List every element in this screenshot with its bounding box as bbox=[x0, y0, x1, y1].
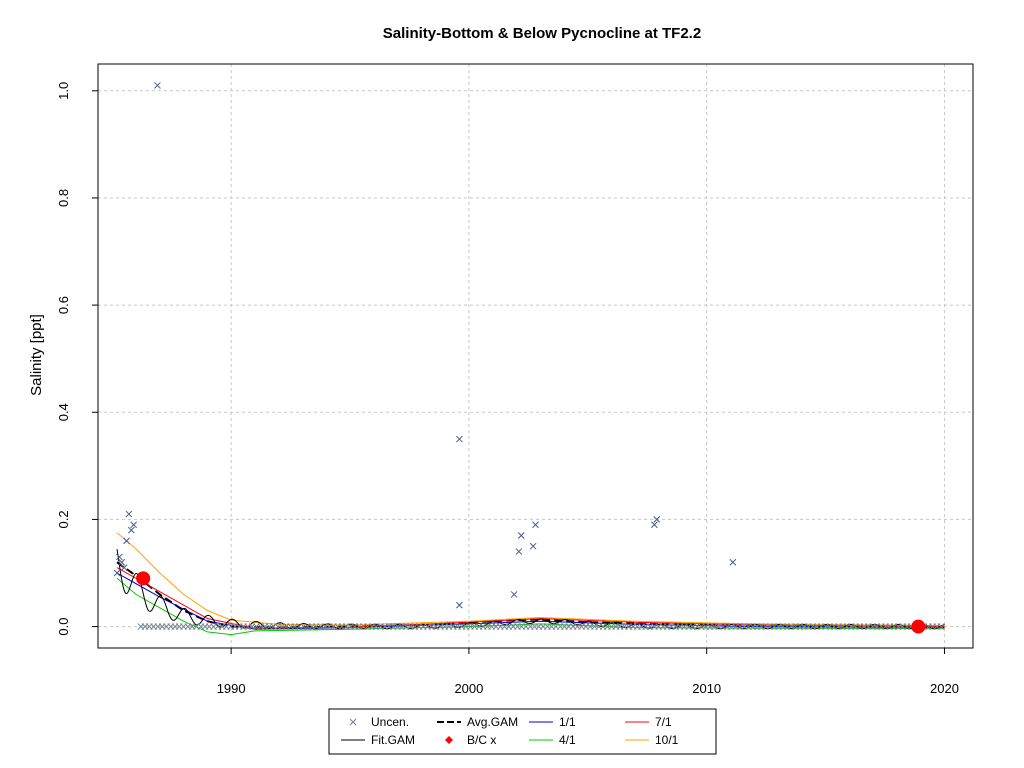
plot-frame bbox=[97, 63, 974, 649]
y-tick-label: 0.8 bbox=[56, 189, 71, 207]
x-mark-stroke bbox=[116, 553, 123, 561]
legend-entry-fit-gam: Fit.GAM bbox=[341, 733, 415, 747]
x-mark-stroke bbox=[937, 623, 945, 630]
x-mark-stroke bbox=[125, 510, 133, 518]
chart-title: Salinity-Bottom & Below Pycnocline at TF… bbox=[383, 25, 701, 42]
y-tick-label: 1.0 bbox=[56, 82, 71, 100]
series-line-4-1 bbox=[116, 577, 945, 636]
x-mark-stroke bbox=[120, 564, 128, 571]
legend-box bbox=[328, 708, 717, 755]
series-line-avg-gam bbox=[116, 561, 945, 629]
uncen-point bbox=[154, 82, 161, 89]
uncen-point bbox=[729, 558, 737, 566]
uncen-zero-point bbox=[937, 623, 945, 630]
x-tick-label: 2000 bbox=[454, 681, 483, 696]
x-tick-label: 1990 bbox=[217, 681, 246, 696]
series-line-10-1 bbox=[116, 532, 945, 626]
x-mark-stroke bbox=[510, 591, 518, 598]
uncen-point bbox=[127, 526, 135, 534]
legend-x-mark bbox=[349, 718, 357, 726]
legend-label: Fit.GAM bbox=[371, 733, 415, 747]
uncen-point bbox=[515, 548, 523, 555]
x-mark-stroke bbox=[130, 521, 138, 529]
x-mark-stroke bbox=[123, 537, 130, 545]
uncen-point bbox=[456, 435, 463, 443]
legend-label: 10/1 bbox=[655, 733, 679, 747]
legend-label: B/C x bbox=[467, 733, 496, 747]
x-mark-stroke bbox=[515, 548, 523, 555]
bc-point bbox=[136, 571, 151, 586]
uncen-point bbox=[532, 521, 539, 529]
legend: Uncen. Avg.GAM 1/1 7/1 Fit.GAM B/C x 4/1 10/1 bbox=[328, 708, 717, 755]
x-tick-label: 2020 bbox=[930, 681, 959, 696]
legend-entry-1-1: 1/1 bbox=[529, 715, 576, 729]
grid-lines bbox=[98, 64, 973, 648]
uncen-point bbox=[653, 516, 661, 523]
x-mark-stroke bbox=[729, 558, 737, 566]
series-line-7-1 bbox=[116, 567, 945, 629]
legend-label: Uncen. bbox=[371, 715, 409, 729]
x-mark-stroke bbox=[532, 521, 539, 529]
y-axis-label: Salinity [ppt] bbox=[28, 314, 45, 396]
legend-entry-uncen-: Uncen. bbox=[349, 715, 409, 729]
uncen-point bbox=[113, 569, 121, 577]
x-mark-stroke bbox=[127, 526, 135, 534]
uncen-point bbox=[529, 542, 537, 550]
uncen-point bbox=[116, 553, 123, 561]
data-points bbox=[113, 82, 945, 634]
x-mark-stroke bbox=[118, 558, 126, 566]
legend-entry-b-c-x: B/C x bbox=[445, 733, 496, 747]
x-mark-stroke bbox=[529, 542, 537, 550]
y-tick-label: 0.0 bbox=[56, 618, 71, 636]
series-line-fit-gam bbox=[116, 549, 945, 630]
x-mark-stroke bbox=[456, 601, 463, 609]
legend-entry-10-1: 10/1 bbox=[625, 733, 679, 747]
x-tick-label: 2010 bbox=[692, 681, 721, 696]
legend-label: 4/1 bbox=[559, 733, 576, 747]
uncen-point bbox=[510, 591, 518, 598]
uncen-point bbox=[130, 521, 138, 529]
legend-diamond bbox=[445, 736, 453, 744]
uncen-point bbox=[123, 537, 130, 545]
uncen-point bbox=[120, 564, 128, 571]
x-mark-stroke bbox=[113, 569, 121, 577]
x-mark-stroke bbox=[651, 521, 658, 529]
x-mark-stroke bbox=[154, 82, 161, 89]
uncen-point bbox=[125, 510, 133, 518]
uncen-point bbox=[517, 532, 525, 539]
legend-label: 7/1 bbox=[655, 715, 672, 729]
y-tick-label: 0.2 bbox=[56, 510, 71, 528]
uncen-point bbox=[118, 558, 126, 566]
bc-point bbox=[911, 619, 926, 634]
x-mark-stroke bbox=[517, 532, 525, 539]
uncen-point bbox=[456, 601, 463, 609]
legend-label: Avg.GAM bbox=[467, 715, 518, 729]
x-mark-stroke bbox=[653, 516, 661, 523]
y-tick-label: 0.4 bbox=[56, 403, 71, 421]
legend-entry-avg-gam: Avg.GAM bbox=[437, 715, 518, 729]
uncen-point bbox=[651, 521, 658, 529]
axes: 1990 2000 2010 2020 0.0 0.2 0.4 0.6 0.8 1.0 bbox=[56, 82, 959, 696]
legend-entry-7-1: 7/1 bbox=[625, 715, 672, 729]
y-tick-label: 0.6 bbox=[56, 296, 71, 314]
legend-label: 1/1 bbox=[559, 715, 576, 729]
legend-entry-4-1: 4/1 bbox=[529, 733, 576, 747]
x-mark-stroke bbox=[456, 435, 463, 443]
